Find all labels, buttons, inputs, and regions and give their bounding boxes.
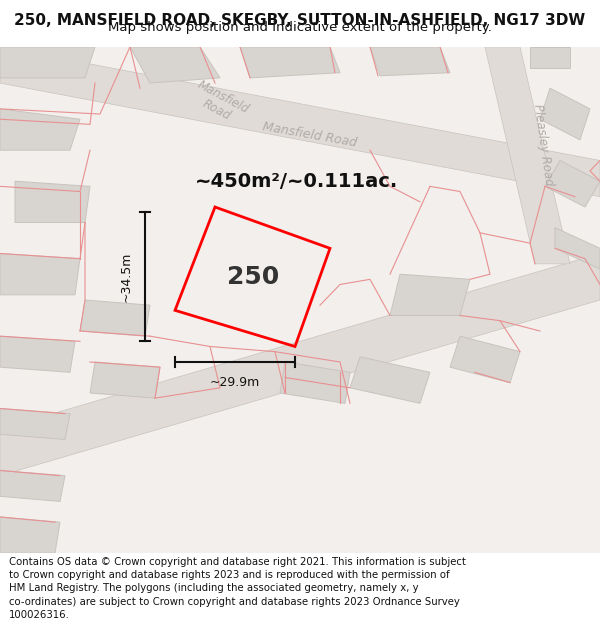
Text: ~34.5m: ~34.5m xyxy=(120,252,133,302)
Text: Contains OS data © Crown copyright and database right 2021. This information is : Contains OS data © Crown copyright and d… xyxy=(9,557,466,567)
Polygon shape xyxy=(90,362,160,398)
Polygon shape xyxy=(530,47,570,68)
Polygon shape xyxy=(0,47,95,78)
Polygon shape xyxy=(130,47,220,83)
Polygon shape xyxy=(15,181,90,222)
Text: 100026316.: 100026316. xyxy=(9,610,70,620)
Polygon shape xyxy=(0,254,600,476)
Polygon shape xyxy=(485,47,570,264)
Text: Pleasley Road: Pleasley Road xyxy=(531,103,555,187)
Polygon shape xyxy=(0,409,70,439)
Polygon shape xyxy=(450,336,520,382)
Text: ~29.9m: ~29.9m xyxy=(210,376,260,389)
Polygon shape xyxy=(0,471,65,501)
Polygon shape xyxy=(540,88,590,140)
Polygon shape xyxy=(370,47,450,76)
Text: to Crown copyright and database rights 2023 and is reproduced with the permissio: to Crown copyright and database rights 2… xyxy=(9,570,449,580)
Polygon shape xyxy=(0,109,80,150)
Polygon shape xyxy=(0,336,75,372)
Text: ~450m²/~0.111ac.: ~450m²/~0.111ac. xyxy=(195,172,398,191)
Text: Mansfield
Road: Mansfield Road xyxy=(188,78,251,129)
Polygon shape xyxy=(80,300,150,336)
Polygon shape xyxy=(555,228,600,269)
Polygon shape xyxy=(0,47,600,553)
Polygon shape xyxy=(390,274,470,316)
Text: HM Land Registry. The polygons (including the associated geometry, namely x, y: HM Land Registry. The polygons (includin… xyxy=(9,583,419,593)
Polygon shape xyxy=(0,254,80,295)
Text: Mansfield Road: Mansfield Road xyxy=(262,120,358,149)
Polygon shape xyxy=(545,161,600,207)
Polygon shape xyxy=(0,517,60,553)
Text: Map shows position and indicative extent of the property.: Map shows position and indicative extent… xyxy=(108,21,492,34)
Text: 250, MANSFIELD ROAD, SKEGBY, SUTTON-IN-ASHFIELD, NG17 3DW: 250, MANSFIELD ROAD, SKEGBY, SUTTON-IN-A… xyxy=(14,13,586,28)
Polygon shape xyxy=(280,362,350,403)
Polygon shape xyxy=(0,47,600,197)
Polygon shape xyxy=(240,47,340,78)
Text: 250: 250 xyxy=(227,265,279,289)
Polygon shape xyxy=(350,357,430,403)
Text: co-ordinates) are subject to Crown copyright and database rights 2023 Ordnance S: co-ordinates) are subject to Crown copyr… xyxy=(9,597,460,607)
